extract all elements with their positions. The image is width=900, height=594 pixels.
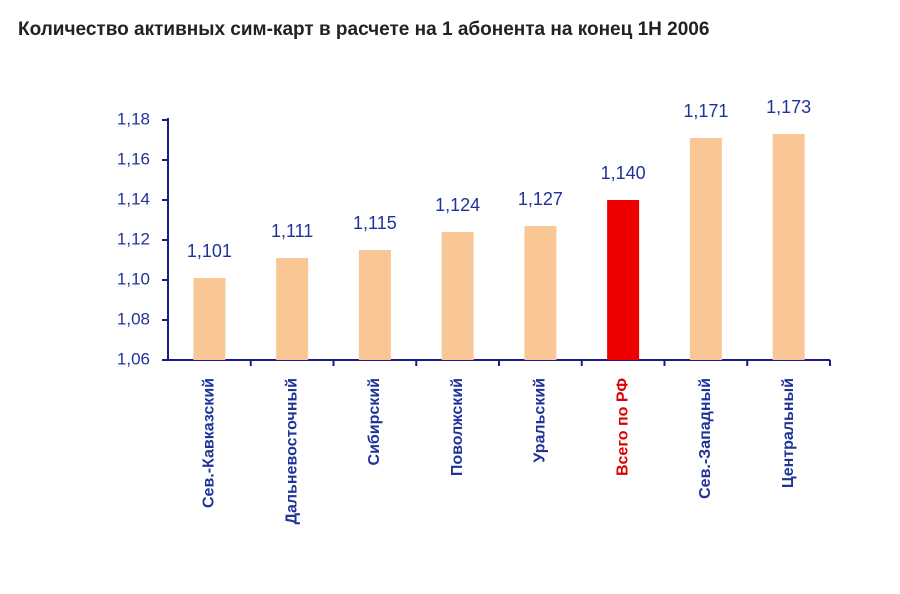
value-label: 1,171 (683, 101, 728, 121)
y-tick-label: 1,12 (117, 229, 150, 248)
value-label: 1,111 (271, 221, 313, 241)
x-tick-label: Уральский (532, 378, 549, 463)
x-tick-label: Всего по РФ (614, 378, 631, 476)
y-tick-label: 1,16 (117, 149, 150, 168)
y-tick-label: 1,06 (117, 349, 150, 368)
y-tick-label: 1,14 (117, 189, 150, 208)
y-tick-label: 1,08 (117, 309, 150, 328)
x-tick-label: Поволжский (449, 378, 466, 476)
bar (689, 138, 722, 360)
x-tick-label: Сибирский (366, 378, 383, 465)
bar (193, 278, 226, 360)
value-label: 1,115 (353, 213, 397, 233)
value-label: 1,124 (435, 195, 480, 215)
x-tick-label: Сев.-Западный (697, 378, 714, 499)
x-tick-label: Центральный (780, 378, 797, 488)
bar (607, 200, 640, 360)
x-tick-label: Сев.-Кавказский (201, 378, 218, 508)
bar (441, 232, 474, 360)
bar (358, 250, 391, 360)
value-label: 1,101 (187, 241, 232, 261)
bar (524, 226, 557, 360)
bar (772, 134, 805, 360)
value-label: 1,127 (518, 189, 563, 209)
y-tick-label: 1,10 (117, 269, 150, 288)
bar (276, 258, 309, 360)
x-tick-label: Дальневосточный (283, 378, 300, 524)
chart-title: Количество активных сим-карт в расчете н… (18, 19, 709, 40)
value-label: 1,173 (766, 97, 811, 117)
y-tick-label: 1,18 (117, 109, 150, 128)
value-label: 1,140 (601, 163, 646, 183)
